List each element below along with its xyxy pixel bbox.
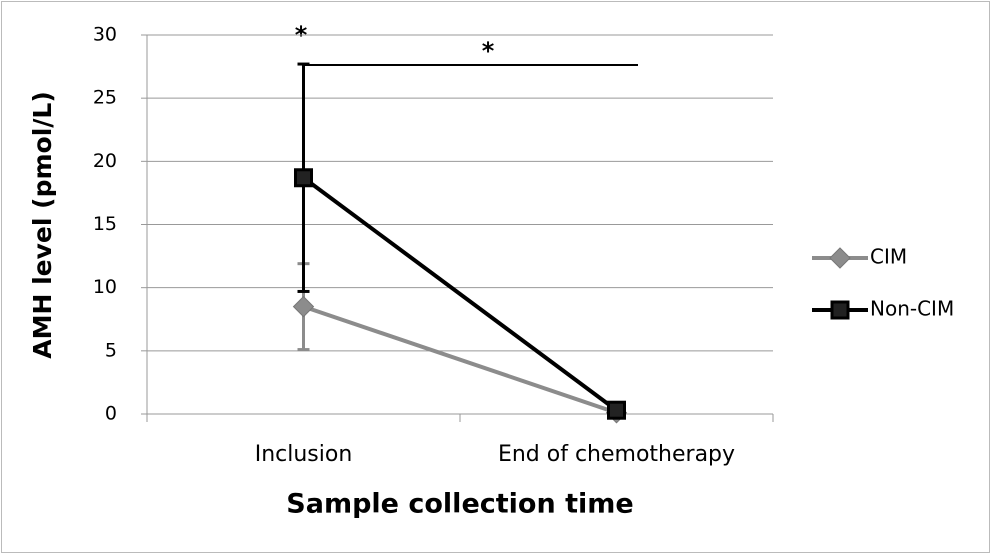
data-point xyxy=(294,168,313,188)
data-point xyxy=(292,295,315,318)
y-tick-label: 5 xyxy=(105,339,117,361)
y-axis-title: AMH level (pmol/L) xyxy=(28,91,57,359)
y-tick-label: 20 xyxy=(93,150,117,172)
legend-marker xyxy=(830,300,850,320)
y-tick-label: 30 xyxy=(93,24,117,46)
y-tick-label: 15 xyxy=(93,213,117,235)
x-axis-title: Sample collection time xyxy=(286,489,633,520)
data-point xyxy=(607,400,626,420)
legend-label: Non-CIM xyxy=(870,297,954,321)
y-tick-label: 25 xyxy=(93,87,117,109)
x-tick-label: End of chemotherapy xyxy=(498,442,735,467)
series-line xyxy=(302,304,618,415)
series-line xyxy=(302,176,618,412)
y-tick-label: 0 xyxy=(105,403,117,425)
legend-marker xyxy=(829,247,851,269)
legend-label: CIM xyxy=(870,245,907,269)
annotation: * xyxy=(482,37,495,65)
x-tick-label: Inclusion xyxy=(255,442,353,467)
y-tick-label: 10 xyxy=(93,276,117,298)
